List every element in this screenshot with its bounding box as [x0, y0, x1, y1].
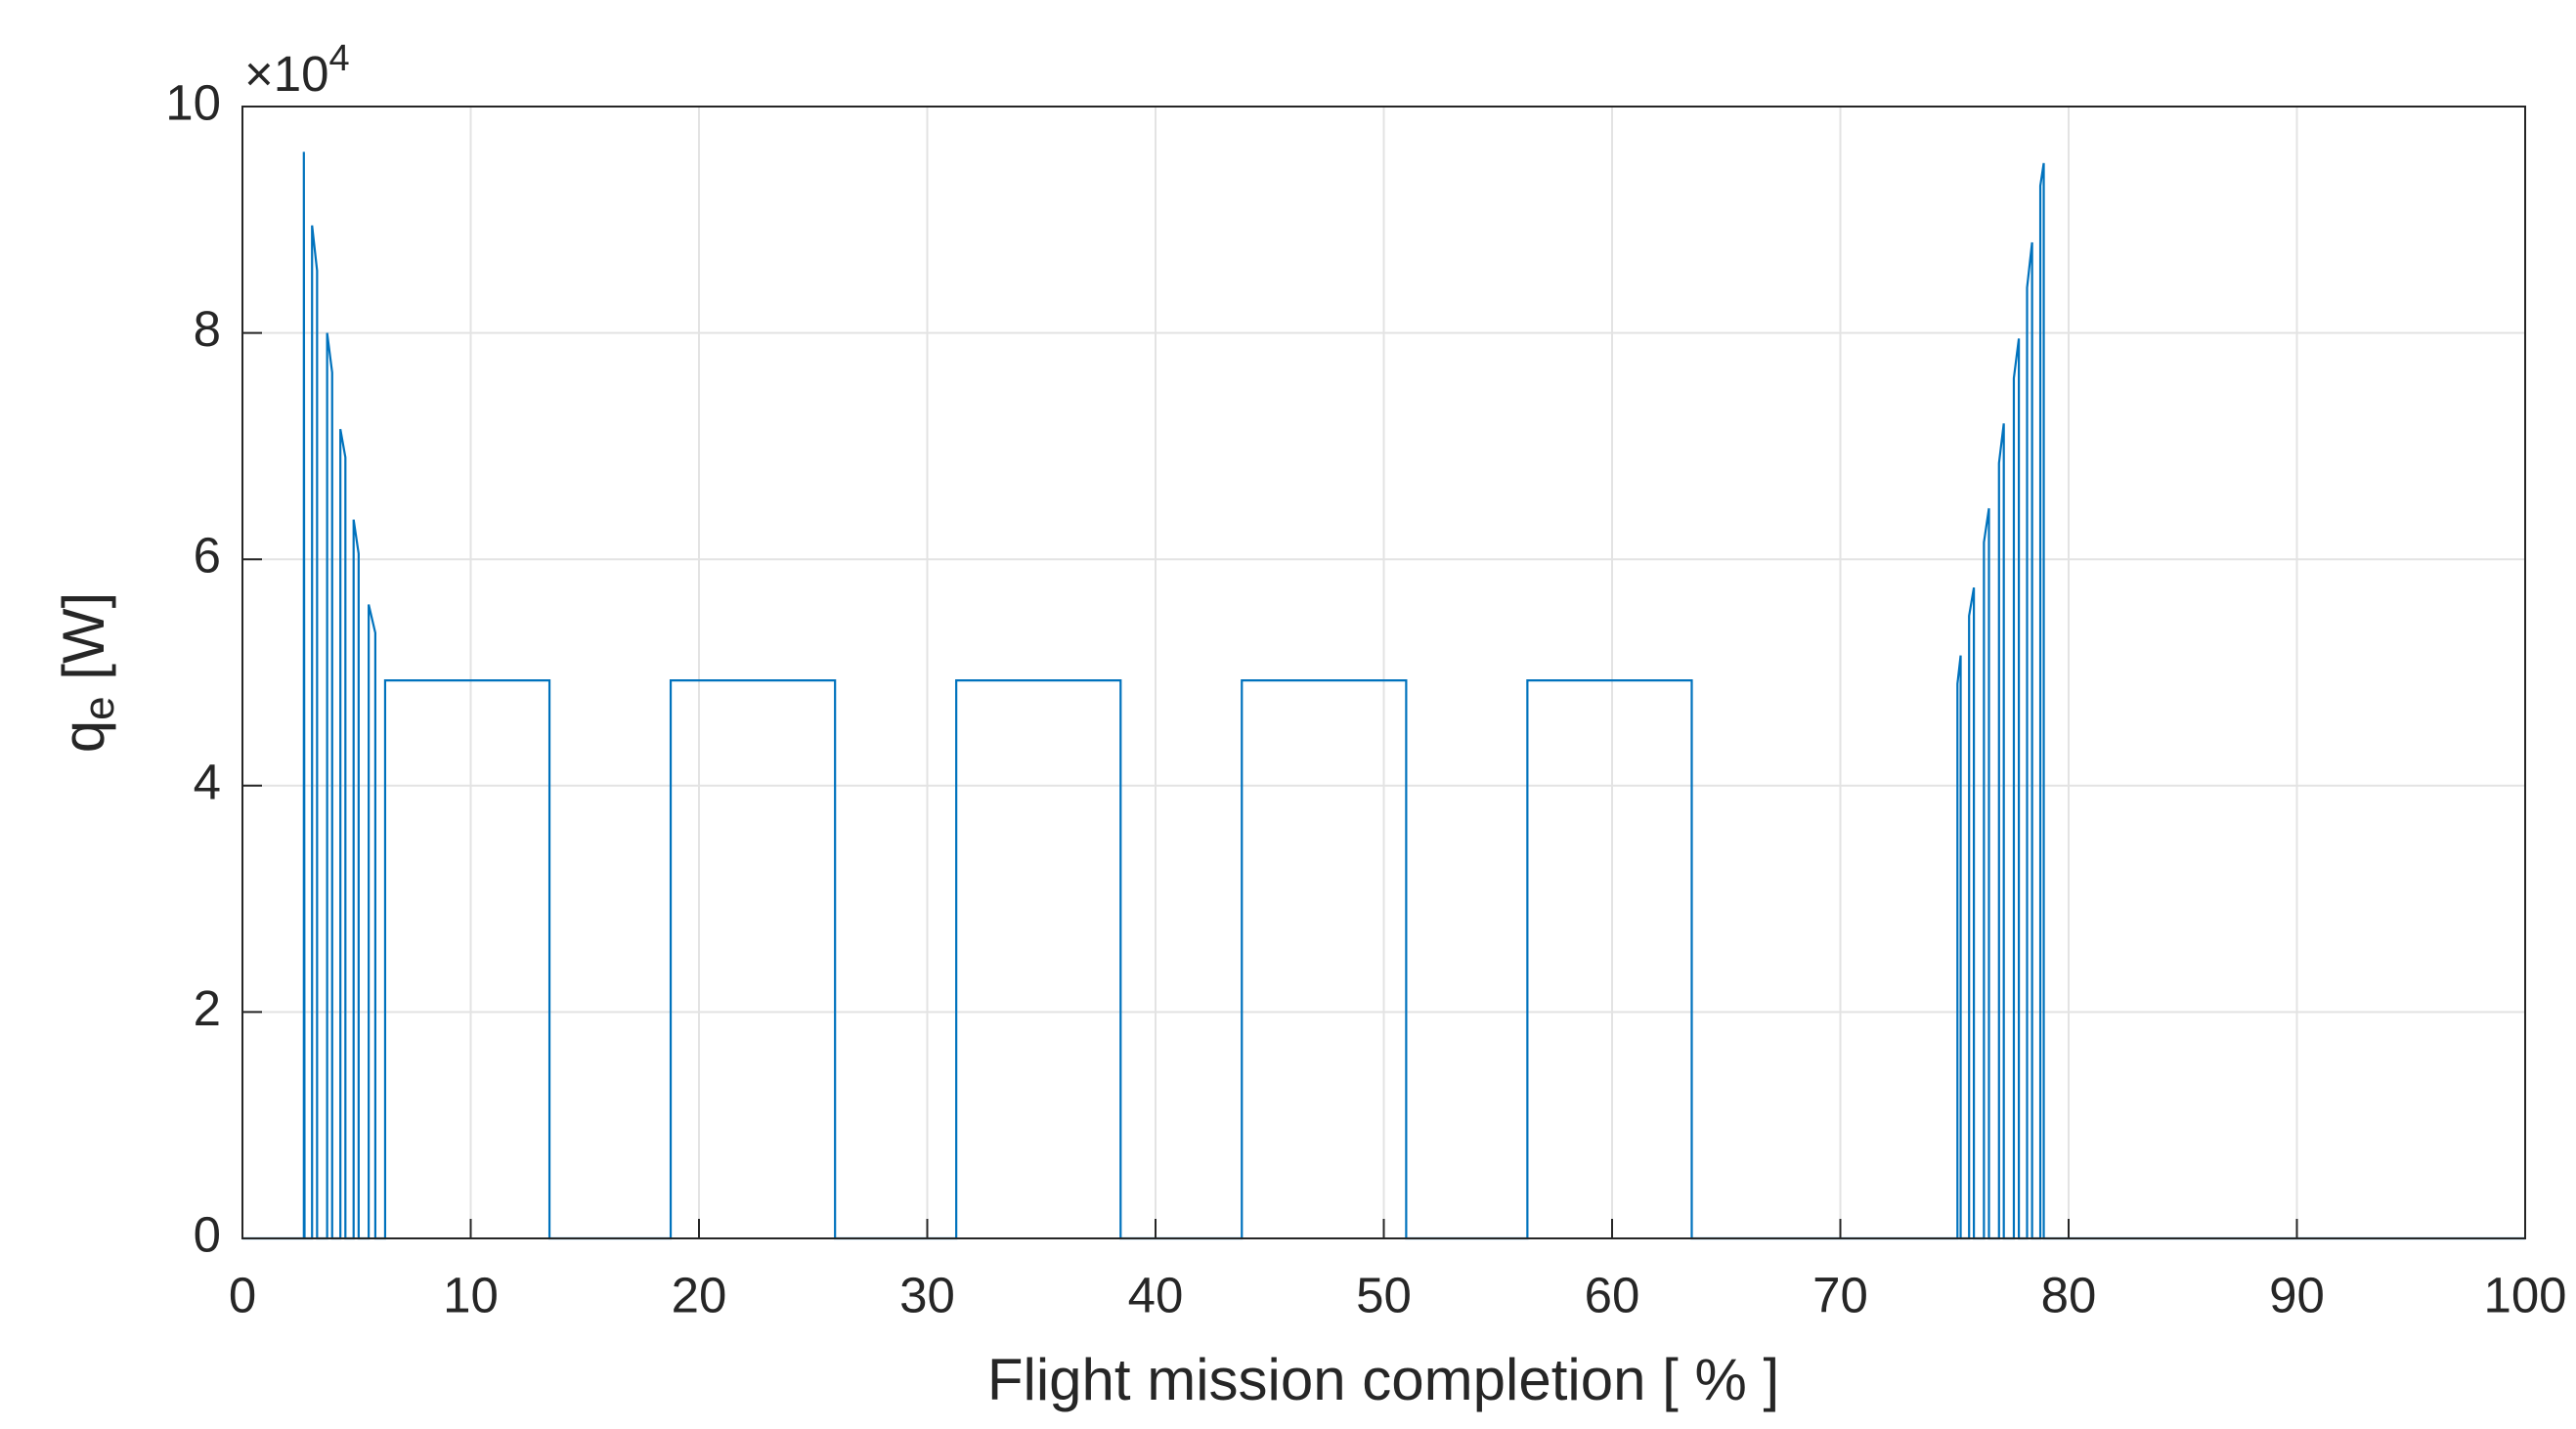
y-tick-label: 0: [194, 1206, 221, 1262]
y-label-unit: [W]: [51, 592, 116, 680]
x-tick-label: 50: [1356, 1267, 1412, 1322]
x-tick-label: 10: [443, 1267, 499, 1322]
x-tick-label: 80: [2041, 1267, 2097, 1322]
x-tick-label: 40: [1128, 1267, 1184, 1322]
y-tick-label: 2: [194, 980, 221, 1036]
x-tick-label: 20: [672, 1267, 727, 1322]
y-tick-label: 6: [194, 528, 221, 584]
x-tick-label: 90: [2269, 1267, 2325, 1322]
grid: [241, 106, 2526, 1239]
y-multiplier: ×104: [244, 38, 350, 102]
multiplier-exponent: 4: [329, 38, 350, 79]
multiplier-base: ×10: [244, 46, 329, 102]
y-tick-label: 4: [194, 754, 221, 809]
x-tick-label: 100: [2483, 1267, 2566, 1322]
x-tick-label: 0: [229, 1267, 256, 1322]
y-tick-label: 8: [194, 301, 221, 357]
y-label-sub: e: [75, 696, 123, 719]
x-axis-label: Flight mission completion [ % ]: [987, 1347, 1779, 1412]
y-tick-label: 10: [165, 74, 221, 130]
y-axis-label: qe [W]: [51, 592, 123, 754]
x-tick-label: 70: [1812, 1267, 1868, 1322]
x-tick-label: 30: [899, 1267, 955, 1322]
x-tick-label: 60: [1585, 1267, 1640, 1322]
y-label-space: [51, 680, 116, 697]
y-label-main: q: [51, 720, 116, 753]
